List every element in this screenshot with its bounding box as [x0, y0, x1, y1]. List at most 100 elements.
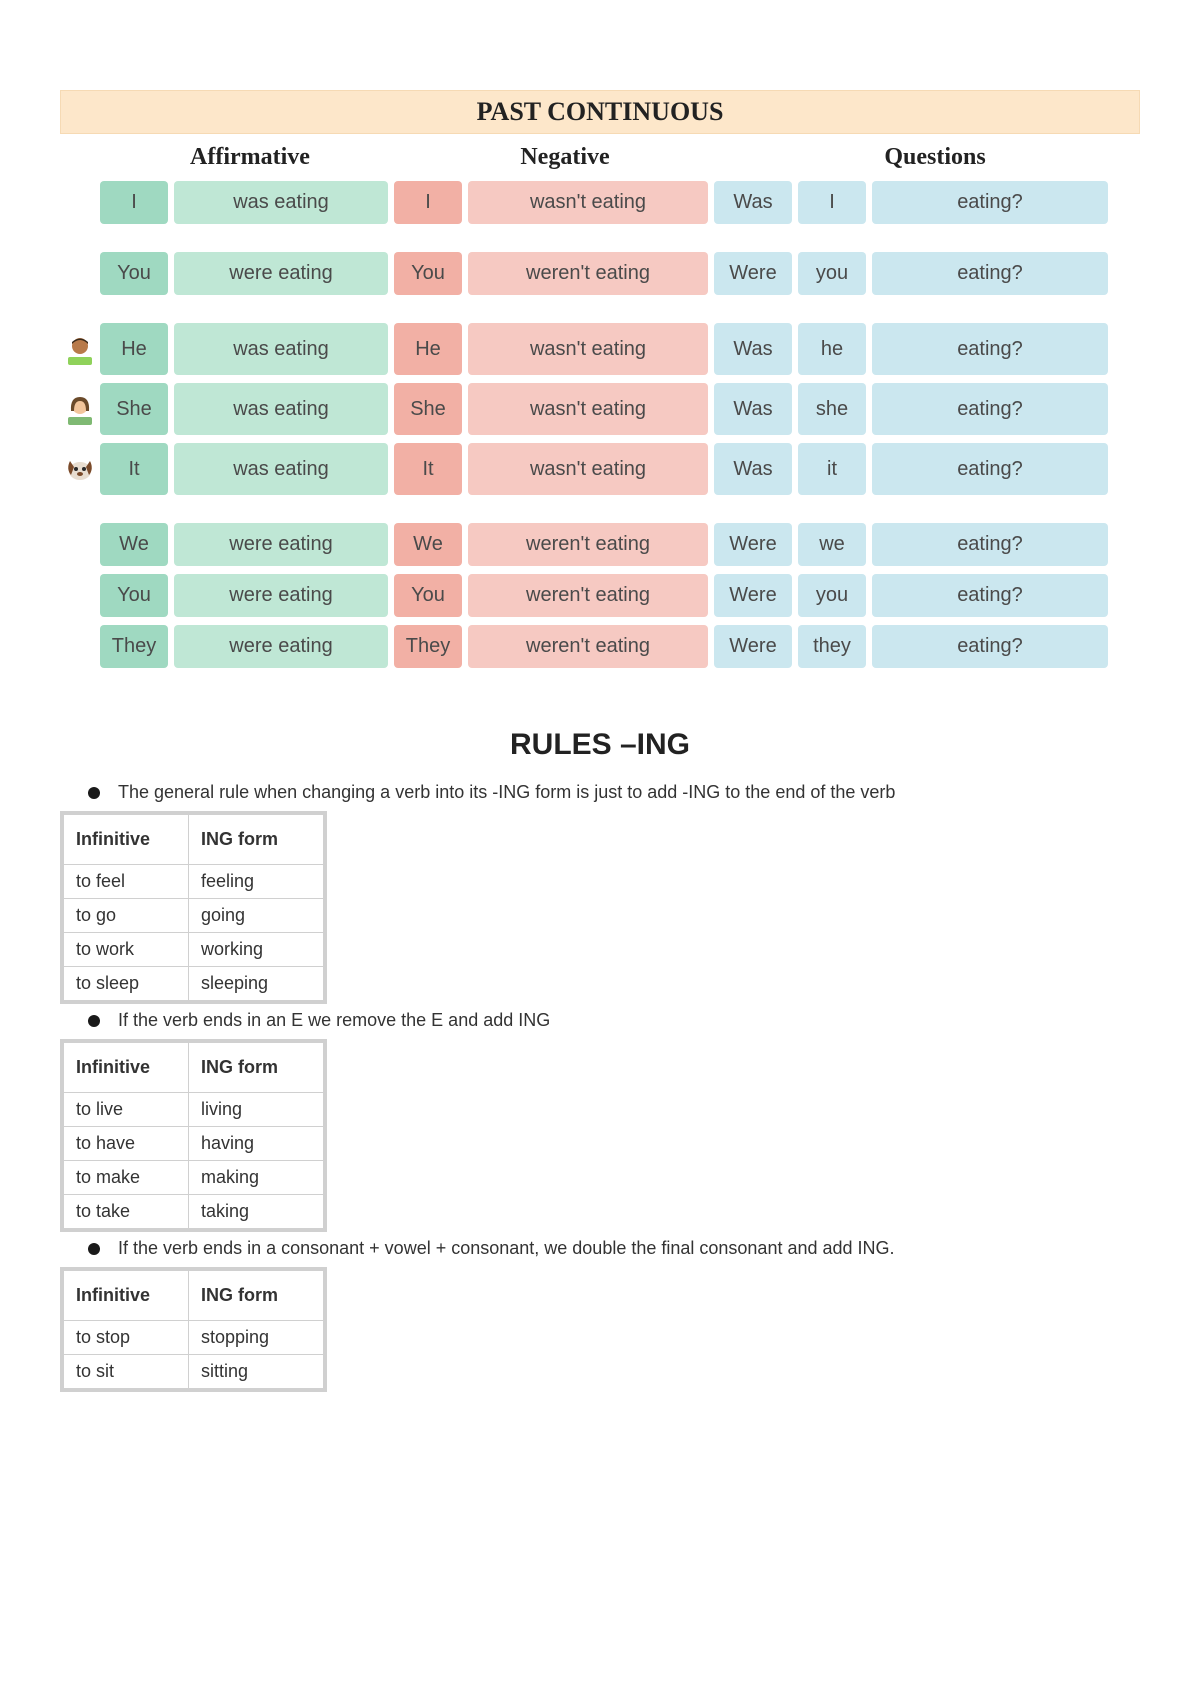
cell-ing: making	[189, 1161, 326, 1195]
col-ing: ING form	[189, 813, 326, 865]
bullet-icon	[88, 787, 100, 799]
table-row: Wewere eatingWeweren't eatingWereweeatin…	[60, 523, 1140, 566]
row-icon	[60, 574, 100, 617]
rule-bullet: If the verb ends in a consonant + vowel …	[88, 1238, 1140, 1259]
rule-text: If the verb ends in a consonant + vowel …	[118, 1238, 895, 1259]
cell-infinitive: to make	[62, 1161, 189, 1195]
q-aux: Was	[714, 383, 792, 435]
cell-infinitive: to work	[62, 933, 189, 967]
q-pronoun: we	[798, 523, 866, 566]
aff-pronoun: He	[100, 323, 168, 375]
table-row: to feelfeeling	[62, 865, 325, 899]
neg-pronoun: You	[394, 574, 462, 617]
q-pronoun: they	[798, 625, 866, 668]
rule-bullet: The general rule when changing a verb in…	[88, 782, 1140, 803]
neg-pronoun: It	[394, 443, 462, 495]
aff-verb: were eating	[174, 625, 388, 668]
table-row: to workworking	[62, 933, 325, 967]
q-verb: eating?	[872, 181, 1108, 224]
row-icon	[60, 523, 100, 566]
neg-verb: weren't eating	[468, 625, 708, 668]
aff-verb: was eating	[174, 323, 388, 375]
row-icon	[60, 252, 100, 295]
q-verb: eating?	[872, 443, 1108, 495]
col-ing: ING form	[189, 1269, 326, 1321]
table-row: to makemaking	[62, 1161, 325, 1195]
q-verb: eating?	[872, 252, 1108, 295]
q-pronoun: you	[798, 574, 866, 617]
neg-pronoun: I	[394, 181, 462, 224]
aff-verb: were eating	[174, 523, 388, 566]
bullet-icon	[88, 1015, 100, 1027]
neg-pronoun: She	[394, 383, 462, 435]
q-aux: Was	[714, 443, 792, 495]
page: PAST CONTINUOUS Affirmative Negative Que…	[0, 0, 1200, 1456]
neg-verb: weren't eating	[468, 252, 708, 295]
aff-pronoun: It	[100, 443, 168, 495]
table-row: to sitsitting	[62, 1355, 325, 1391]
col-infinitive: Infinitive	[62, 813, 189, 865]
table-row: Shewas eatingShewasn't eatingWassheeatin…	[60, 383, 1140, 435]
table-row: to taketaking	[62, 1195, 325, 1231]
neg-verb: wasn't eating	[468, 323, 708, 375]
cell-ing: working	[189, 933, 326, 967]
table-row: to havehaving	[62, 1127, 325, 1161]
q-verb: eating?	[872, 523, 1108, 566]
cell-infinitive: to go	[62, 899, 189, 933]
neg-verb: weren't eating	[468, 523, 708, 566]
cell-ing: living	[189, 1093, 326, 1127]
table-row: to gogoing	[62, 899, 325, 933]
header-affirmative: Affirmative	[100, 138, 400, 181]
aff-pronoun: You	[100, 574, 168, 617]
q-verb: eating?	[872, 383, 1108, 435]
ing-table: InfinitiveING formto livelivingto haveha…	[60, 1039, 327, 1232]
rule-text: The general rule when changing a verb in…	[118, 782, 895, 803]
conjugation-rows: Iwas eatingIwasn't eatingWasIeating?Youw…	[60, 181, 1140, 668]
cell-ing: taking	[189, 1195, 326, 1231]
neg-pronoun: We	[394, 523, 462, 566]
neg-verb: wasn't eating	[468, 443, 708, 495]
row-icon	[60, 181, 100, 224]
q-aux: Was	[714, 181, 792, 224]
neg-verb: wasn't eating	[468, 383, 708, 435]
table-row: to liveliving	[62, 1093, 325, 1127]
table-row: Hewas eatingHewasn't eatingWasheeating?	[60, 323, 1140, 375]
col-ing: ING form	[189, 1041, 326, 1093]
icon-col-spacer	[60, 138, 100, 181]
cell-ing: having	[189, 1127, 326, 1161]
table-row: to sleepsleeping	[62, 967, 325, 1003]
cell-ing: going	[189, 899, 326, 933]
q-verb: eating?	[872, 323, 1108, 375]
aff-verb: were eating	[174, 252, 388, 295]
cell-infinitive: to sleep	[62, 967, 189, 1003]
ing-table: InfinitiveING formto feelfeelingto gogoi…	[60, 811, 327, 1004]
cell-ing: feeling	[189, 865, 326, 899]
rule-bullet: If the verb ends in an E we remove the E…	[88, 1010, 1140, 1031]
row-icon	[60, 323, 100, 375]
aff-verb: was eating	[174, 443, 388, 495]
rules-heading: RULES –ING	[60, 728, 1140, 762]
q-verb: eating?	[872, 574, 1108, 617]
row-icon	[60, 383, 100, 435]
q-aux: Were	[714, 625, 792, 668]
column-headers: Affirmative Negative Questions	[60, 138, 1140, 181]
cell-infinitive: to take	[62, 1195, 189, 1231]
q-aux: Were	[714, 252, 792, 295]
cell-ing: sitting	[189, 1355, 326, 1391]
table-row: Youwere eatingYouweren't eatingWereyouea…	[60, 574, 1140, 617]
ing-table: InfinitiveING formto stopstoppingto sits…	[60, 1267, 327, 1392]
aff-verb: was eating	[174, 383, 388, 435]
cell-infinitive: to feel	[62, 865, 189, 899]
cell-infinitive: to sit	[62, 1355, 189, 1391]
aff-pronoun: They	[100, 625, 168, 668]
q-pronoun: you	[798, 252, 866, 295]
row-icon	[60, 443, 100, 495]
q-aux: Were	[714, 523, 792, 566]
cell-infinitive: to live	[62, 1093, 189, 1127]
neg-pronoun: He	[394, 323, 462, 375]
cell-infinitive: to have	[62, 1127, 189, 1161]
q-pronoun: he	[798, 323, 866, 375]
q-aux: Was	[714, 323, 792, 375]
header-negative: Negative	[400, 138, 730, 181]
q-pronoun: it	[798, 443, 866, 495]
